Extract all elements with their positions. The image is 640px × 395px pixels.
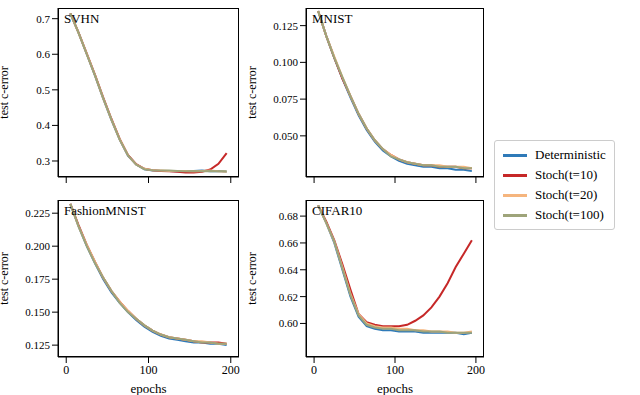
svg-text:0.225: 0.225	[25, 207, 50, 219]
svg-text:0.150: 0.150	[25, 306, 50, 318]
svg-text:200: 200	[222, 363, 240, 377]
svg-text:0.64: 0.64	[279, 264, 299, 276]
html-text:CIFAR10: CIFAR10	[312, 203, 363, 218]
svg-text:0.68: 0.68	[279, 210, 299, 222]
svg-text:test c-error: test c-error	[248, 66, 259, 118]
svg-text:0: 0	[311, 363, 317, 377]
svg-text:0: 0	[63, 363, 69, 377]
svg-text:0.125: 0.125	[25, 339, 50, 351]
html-text:Stoch(t=10): Stoch(t=10)	[535, 167, 598, 182]
svg-text:0.200: 0.200	[25, 240, 50, 252]
svg-text:test c-error: test c-error	[8, 66, 11, 118]
svg-text:200: 200	[467, 363, 485, 377]
svg-text:0.175: 0.175	[25, 273, 50, 285]
svg-text:test c-error: test c-error	[248, 252, 259, 304]
html-text:Deterministic: Deterministic	[535, 147, 606, 162]
svg-text:100: 100	[140, 363, 158, 377]
svg-text:0.4: 0.4	[36, 119, 50, 131]
svg-text:0.7: 0.7	[36, 13, 50, 25]
svg-text:0.100: 0.100	[273, 56, 298, 68]
html-text:SVHN: SVHN	[64, 11, 100, 26]
html-text:FashionMNIST: FashionMNIST	[64, 203, 146, 218]
svg-text:0.5: 0.5	[36, 84, 50, 96]
svg-text:test c-error: test c-error	[8, 252, 11, 304]
svg-text:100: 100	[386, 363, 404, 377]
svg-text:0.60: 0.60	[279, 317, 299, 329]
svg-text:0.050: 0.050	[273, 130, 298, 142]
svg-text:epochs: epochs	[377, 381, 413, 395]
html-text:Stoch(t=100): Stoch(t=100)	[535, 207, 604, 222]
html-text:Stoch(t=20): Stoch(t=20)	[535, 187, 598, 202]
svg-text:0.62: 0.62	[279, 291, 298, 303]
svg-text:0.6: 0.6	[36, 48, 50, 60]
svg-text:0.125: 0.125	[273, 20, 298, 32]
svg-text:0.075: 0.075	[273, 93, 298, 105]
html-text:MNIST: MNIST	[312, 11, 353, 26]
svg-text:0.3: 0.3	[36, 155, 50, 167]
svg-text:epochs: epochs	[130, 381, 166, 395]
svg-text:0.66: 0.66	[279, 237, 299, 249]
